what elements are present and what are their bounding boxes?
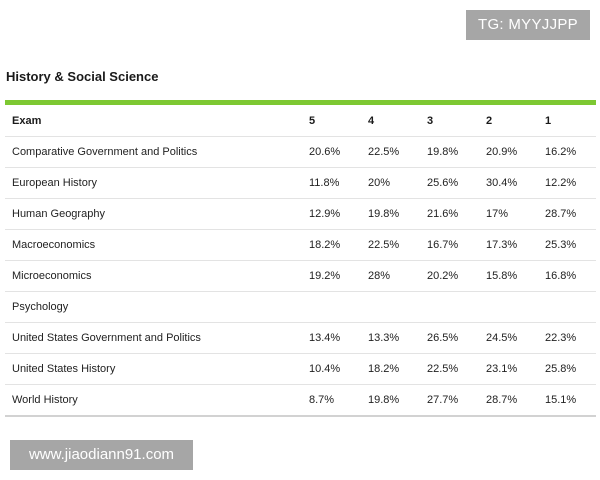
header-exam: Exam: [5, 105, 302, 137]
table-row: World History 8.7% 19.8% 27.7% 28.7% 15.1%: [5, 385, 596, 416]
cell-exam: World History: [12, 394, 78, 406]
table-header-row: Exam 5 4 3 2 1: [5, 105, 596, 137]
header-score-5: 5: [302, 105, 361, 137]
cell-score-1: 25.8%: [538, 353, 596, 385]
cell-score-4: 22.5%: [361, 229, 420, 261]
cell-score-4: 13.3%: [361, 322, 420, 354]
cell-score-3: 16.7%: [420, 229, 479, 261]
cell-score-2: 30.4%: [479, 167, 538, 199]
cell-exam: European History: [5, 167, 302, 199]
cell-score-1: 16.2%: [538, 136, 596, 168]
section-title: History & Social Science: [6, 69, 159, 84]
cell-score-5: 11.8%: [302, 167, 361, 199]
cell-score-5: 18.2%: [302, 229, 361, 261]
cell-score-2: [479, 291, 538, 323]
cell-score-1: 25.3%: [538, 229, 596, 261]
table-body: Comparative Government and Politics 20.6%…: [5, 136, 596, 416]
cell-score-3: 21.6%: [420, 198, 479, 230]
score-table-container: Exam 5 4 3 2 1 Comparative Government an…: [5, 100, 596, 417]
header-score-2: 2: [479, 105, 538, 137]
table-row: United States Government and Politics 13.…: [5, 322, 596, 354]
cell-exam: Macroeconomics: [5, 229, 302, 261]
cell-score-5: 10.4%: [302, 353, 361, 385]
cell-exam: United States Government and Politics: [5, 322, 302, 354]
cell-score-3: 26.5%: [420, 322, 479, 354]
cell-score-4: 19.8%: [361, 198, 420, 230]
cell-score-2: 20.9%: [479, 136, 538, 168]
cell-score-2: 17%: [479, 198, 538, 230]
cell-score-2: 17.3%: [479, 229, 538, 261]
cell-exam: United States History: [5, 353, 302, 385]
cell-score-2: 24.5%: [479, 322, 538, 354]
cell-exam: Comparative Government and Politics: [5, 136, 302, 168]
cell-score-2: 28.7%: [486, 394, 518, 406]
table-row: Psychology: [5, 291, 596, 323]
cell-score-3: 19.8%: [420, 136, 479, 168]
cell-score-5: 13.4%: [302, 322, 361, 354]
cell-score-5: 19.2%: [302, 260, 361, 292]
cell-score-1: 16.8%: [538, 260, 596, 292]
watermark-bottom: www.jiaodiann91.com: [10, 440, 193, 470]
table-row: Macroeconomics 18.2% 22.5% 16.7% 17.3% 25.3%: [5, 229, 596, 261]
cell-score-4: 20%: [361, 167, 420, 199]
cell-score-3: 27.7%: [427, 394, 459, 406]
table-row: Human Geography 12.9% 19.8% 21.6% 17% 28.7%: [5, 198, 596, 230]
watermark-top: TG: MYYJJPP: [466, 10, 590, 40]
cell-score-1: 28.7%: [538, 198, 596, 230]
cell-exam: Psychology: [5, 291, 302, 323]
cell-score-4: 28%: [361, 260, 420, 292]
cell-score-5: 20.6%: [302, 136, 361, 168]
table-row: United States History 10.4% 18.2% 22.5% 23.1…: [5, 353, 596, 385]
cell-score-3: 25.6%: [420, 167, 479, 199]
cell-score-3: [420, 291, 479, 323]
cell-exam: Human Geography: [5, 198, 302, 230]
cell-score-1: 12.2%: [538, 167, 596, 199]
cell-score-3: 22.5%: [420, 353, 479, 385]
cell-score-1: [538, 291, 596, 323]
table-row: Microeconomics 19.2% 28% 20.2% 15.8% 16.8%: [5, 260, 596, 292]
score-distribution-table: Exam 5 4 3 2 1 Comparative Government an…: [5, 105, 596, 415]
cell-score-3: 20.2%: [420, 260, 479, 292]
header-score-1: 1: [538, 105, 596, 137]
cell-score-4: 19.8%: [368, 394, 400, 406]
cell-score-2: 23.1%: [479, 353, 538, 385]
cell-exam: Microeconomics: [5, 260, 302, 292]
cell-score-1: 15.1%: [545, 394, 577, 406]
cell-score-4: [361, 291, 420, 323]
cell-score-5: 12.9%: [302, 198, 361, 230]
header-score-4: 4: [361, 105, 420, 137]
cell-score-1: 22.3%: [538, 322, 596, 354]
cell-score-5: [302, 291, 361, 323]
table-row: European History 11.8% 20% 25.6% 30.4% 12.2%: [5, 167, 596, 199]
cell-score-4: 18.2%: [361, 353, 420, 385]
table-row: Comparative Government and Politics 20.6%…: [5, 136, 596, 168]
cell-score-4: 22.5%: [361, 136, 420, 168]
header-score-3: 3: [420, 105, 479, 137]
cell-score-2: 15.8%: [479, 260, 538, 292]
cell-score-5: 8.7%: [309, 394, 335, 406]
